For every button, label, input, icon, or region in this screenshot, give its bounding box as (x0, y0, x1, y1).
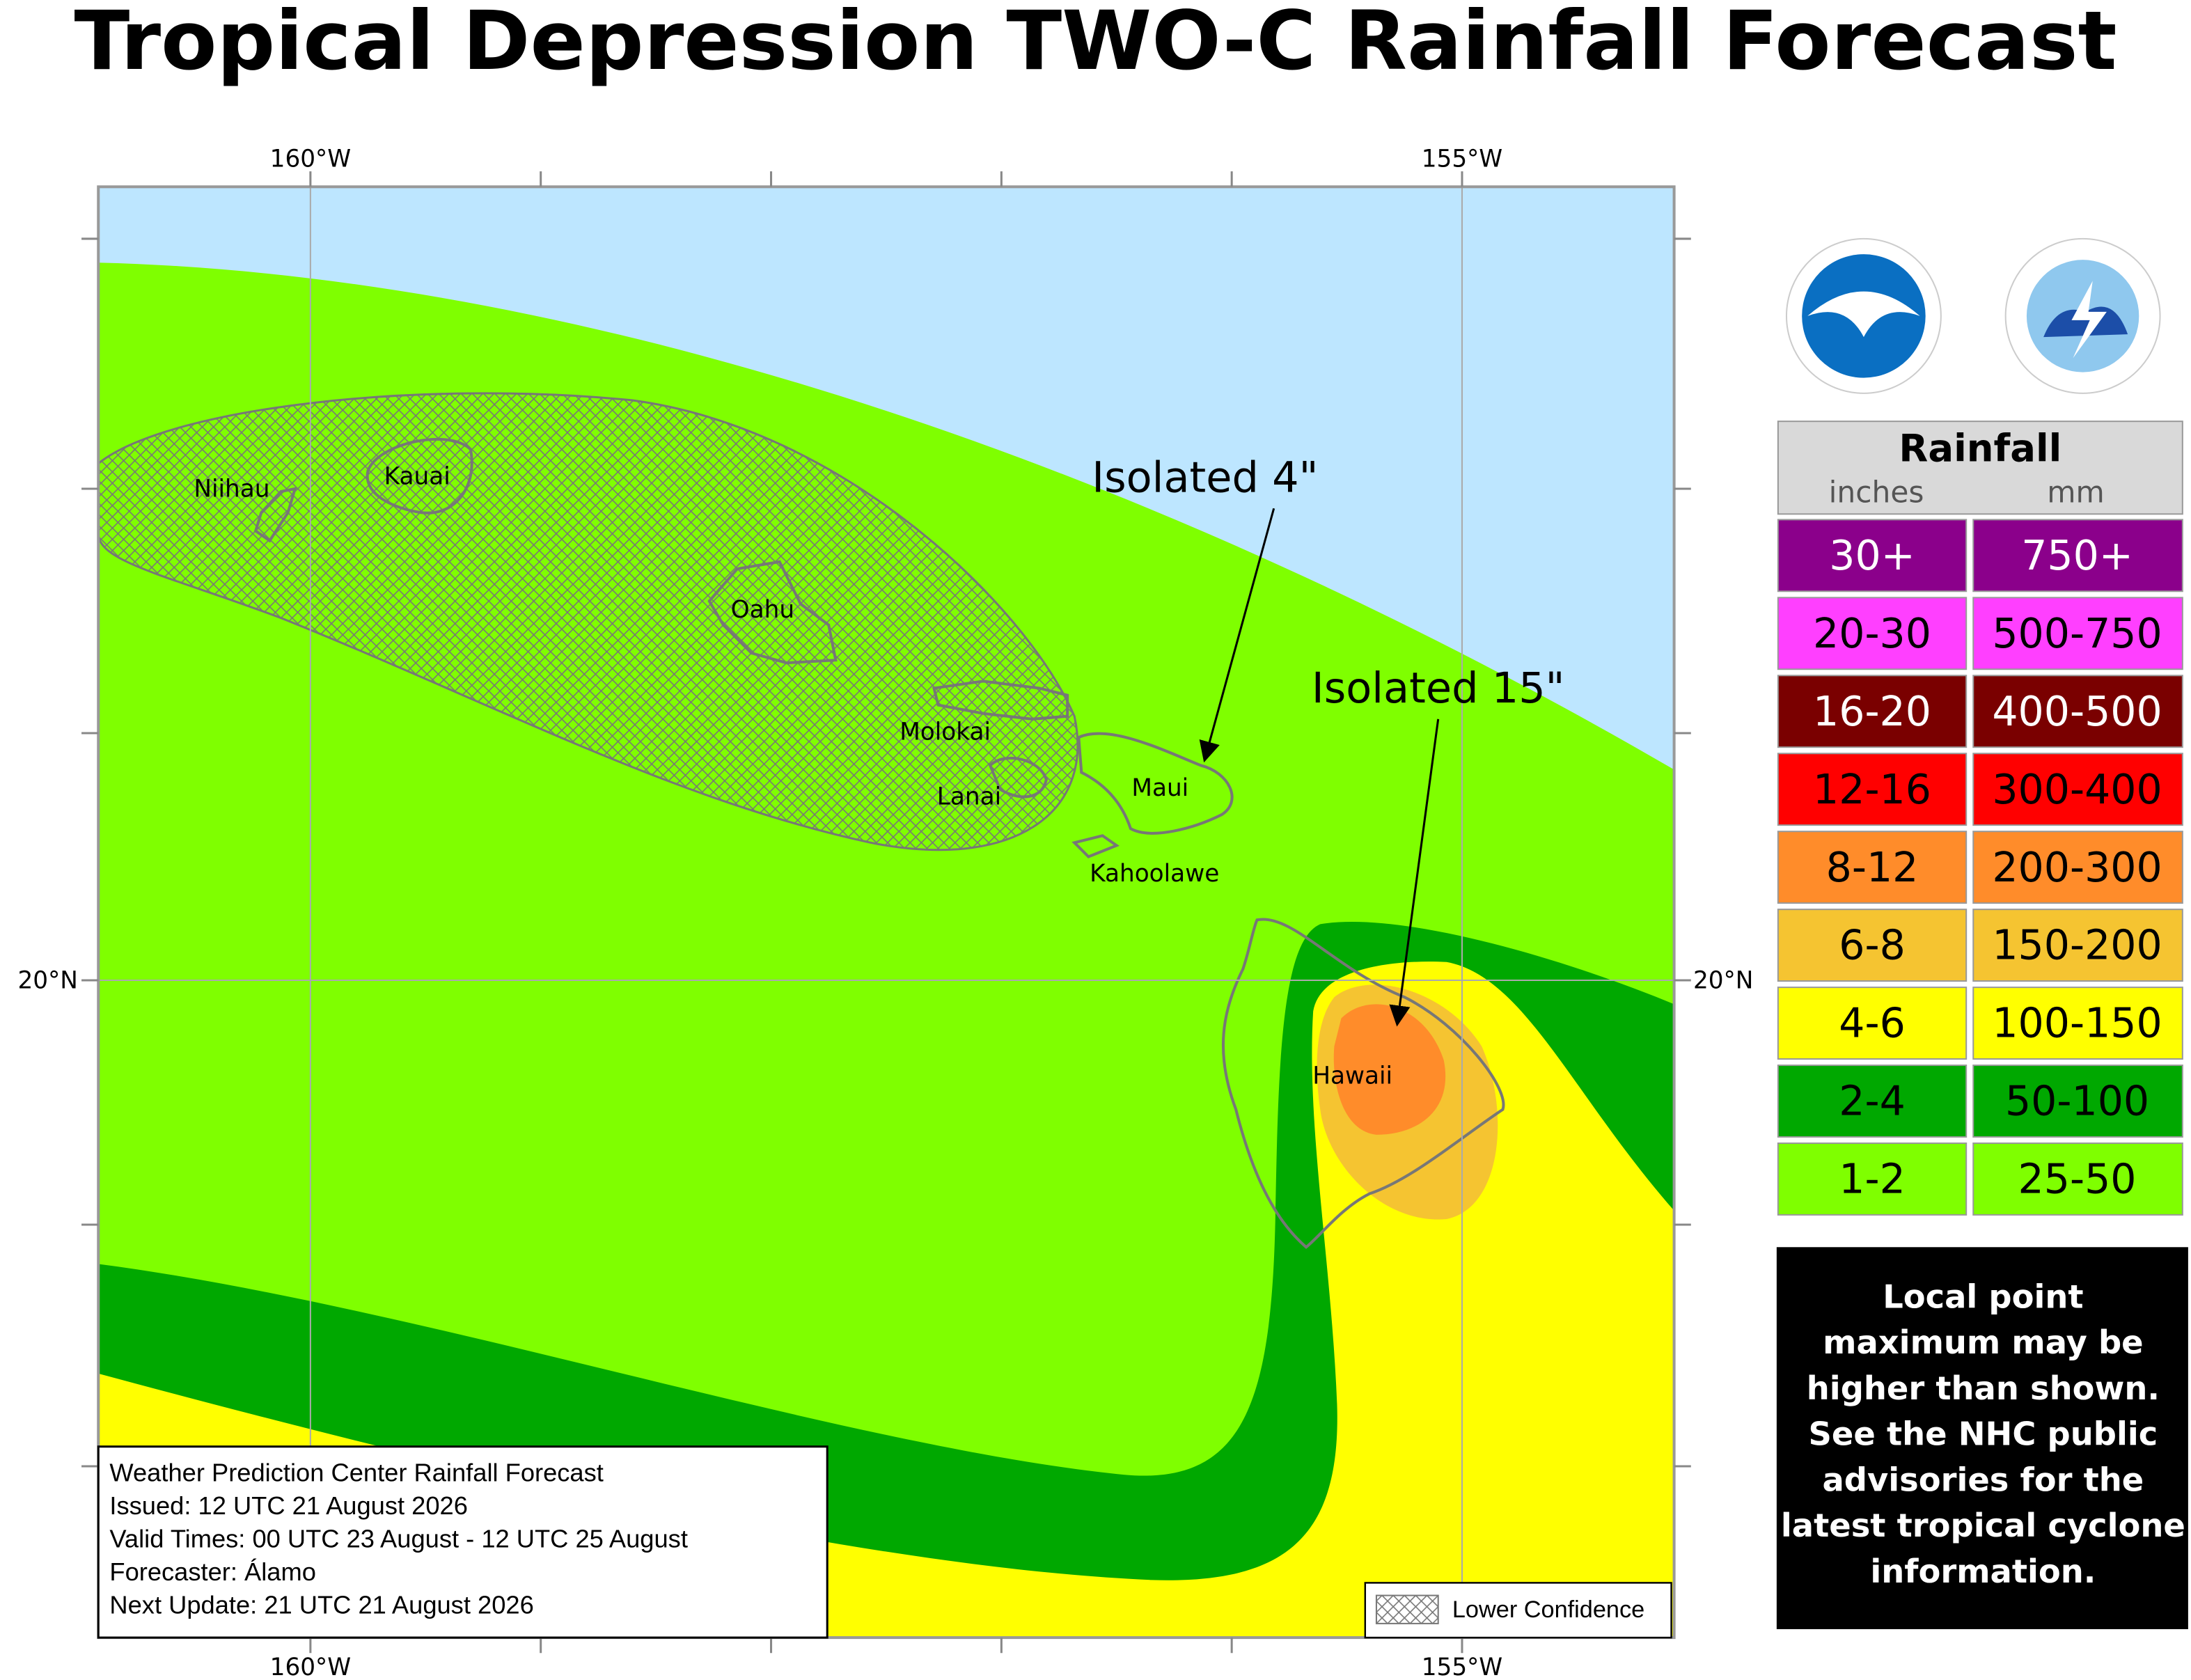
legend-swatch (1972, 597, 2183, 670)
legend-inches: 2-4 (1839, 1078, 1906, 1125)
legend-mm: 50-100 (2005, 1078, 2149, 1125)
annotation: Isolated 15" (1312, 664, 1565, 713)
island-label: Kahoolawe (1090, 860, 1219, 888)
disclaimer-line: Local point (1883, 1278, 2083, 1315)
legend-swatch (1777, 675, 1968, 748)
island-label: Kauai (384, 462, 450, 490)
legend-inches: 12-16 (1813, 766, 1931, 813)
legend-inches: 30+ (1829, 532, 1915, 579)
hatch-legend-label: Lower Confidence (1452, 1596, 1644, 1623)
lat-label: 20°N (1693, 967, 1753, 995)
legend-swatch (1777, 987, 1968, 1060)
island-label: Maui (1131, 774, 1188, 802)
legend-inches: 4-6 (1839, 1000, 1906, 1047)
rainfall-legend: Rainfall inches mm 30+ 750+ 20-30 500-750 16… (1777, 421, 2183, 1216)
legend-swatch (1972, 1065, 2183, 1138)
legend-swatch (1972, 1143, 2183, 1216)
disclaimer-line: latest tropical cyclone (1781, 1507, 2185, 1544)
legend-mm: 200-300 (1992, 844, 2162, 891)
island-label: Hawaii (1312, 1062, 1392, 1090)
title: Tropical Depression TWO-C Rainfall Forec… (74, 0, 2117, 88)
legend-mm: 25-50 (2018, 1156, 2137, 1203)
legend-swatch (1777, 1143, 1968, 1216)
legend-mm: 750+ (2021, 532, 2133, 579)
island-label: Oahu (731, 596, 794, 624)
annotation-arrow (1389, 719, 1440, 1027)
info-line: Next Update: 21 UTC 21 August 2026 (109, 1590, 533, 1619)
lat-label: 20°N (17, 967, 77, 995)
legend-inches: 8-12 (1826, 844, 1919, 891)
info-box: Weather Prediction Center Rainfall Forec… (97, 1445, 829, 1639)
legend-inches: 20-30 (1813, 610, 1931, 657)
disclaimer-line: higher than shown. (1807, 1369, 2160, 1407)
disclaimer-line: maximum may be (1823, 1324, 2143, 1361)
disclaimer-box: Local point maximum may be higher than sho… (1776, 1247, 2188, 1629)
rain-8-12 (1333, 1004, 1446, 1135)
legend-mm: 150-200 (1992, 922, 2162, 969)
island-label: Niihau (194, 476, 269, 503)
island-label: Lanai (937, 783, 1001, 810)
legend-swatch (1972, 831, 2183, 904)
disclaimer-line: See the NHC public (1809, 1415, 2158, 1453)
info-line: Forecaster: Álamo (109, 1557, 316, 1586)
legend-unit: mm (2047, 476, 2105, 510)
annotation: Isolated 4" (1092, 453, 1318, 502)
legend-swatch (1972, 987, 2183, 1060)
legend-swatch (1777, 909, 1968, 982)
lon-label: 155°W (1422, 145, 1502, 173)
legend-swatch (1972, 909, 2183, 982)
legend-swatch (1777, 519, 1968, 592)
lower-confidence-area (98, 392, 1079, 851)
lon-label: 160°W (270, 1654, 351, 1680)
legend-unit: inches (1829, 476, 1924, 510)
island-label: Molokai (900, 718, 991, 746)
island-labels: Niihau Kauai Oahu Molokai Lanai Maui Kah… (194, 462, 1392, 1090)
legend-mm: 100-150 (1992, 1000, 2162, 1047)
graticule (98, 187, 1674, 1638)
map-frame (97, 185, 1676, 1640)
logos (1785, 237, 2161, 394)
legend-inches: 6-8 (1839, 922, 1906, 969)
legend-swatch (1777, 597, 1968, 670)
legend-inches: 16-20 (1813, 688, 1931, 735)
map-area (98, 187, 1674, 1638)
lon-label: 160°W (270, 145, 351, 173)
legend-swatch (1777, 753, 1968, 826)
disclaimer-line: information. (1870, 1553, 2096, 1590)
legend-mm: 500-750 (1992, 610, 2162, 657)
info-line: Valid Times: 00 UTC 23 August - 12 UTC 2… (109, 1524, 688, 1553)
hatch-legend: Lower Confidence (1364, 1582, 1672, 1639)
legend-swatch (1972, 519, 2183, 592)
legend-swatch (1777, 1065, 1968, 1138)
disclaimer-line: advisories for the (1823, 1461, 2144, 1498)
annotation-arrow (1199, 508, 1275, 763)
legend-mm: 400-500 (1992, 688, 2162, 735)
info-line: Issued: 12 UTC 21 August 2026 (109, 1491, 468, 1520)
tick-marks (81, 171, 1691, 1654)
legend-swatch (1972, 675, 2183, 748)
info-line: Weather Prediction Center Rainfall Forec… (109, 1459, 603, 1487)
legend-mm: 300-400 (1992, 766, 2162, 813)
legend-inches: 1-2 (1839, 1156, 1906, 1203)
island-outlines (253, 437, 1505, 1249)
legend-swatch (1777, 831, 1968, 904)
legend-title: Rainfall (1899, 426, 2062, 471)
legend-swatch (1972, 753, 2183, 826)
lon-label: 155°W (1422, 1654, 1502, 1680)
